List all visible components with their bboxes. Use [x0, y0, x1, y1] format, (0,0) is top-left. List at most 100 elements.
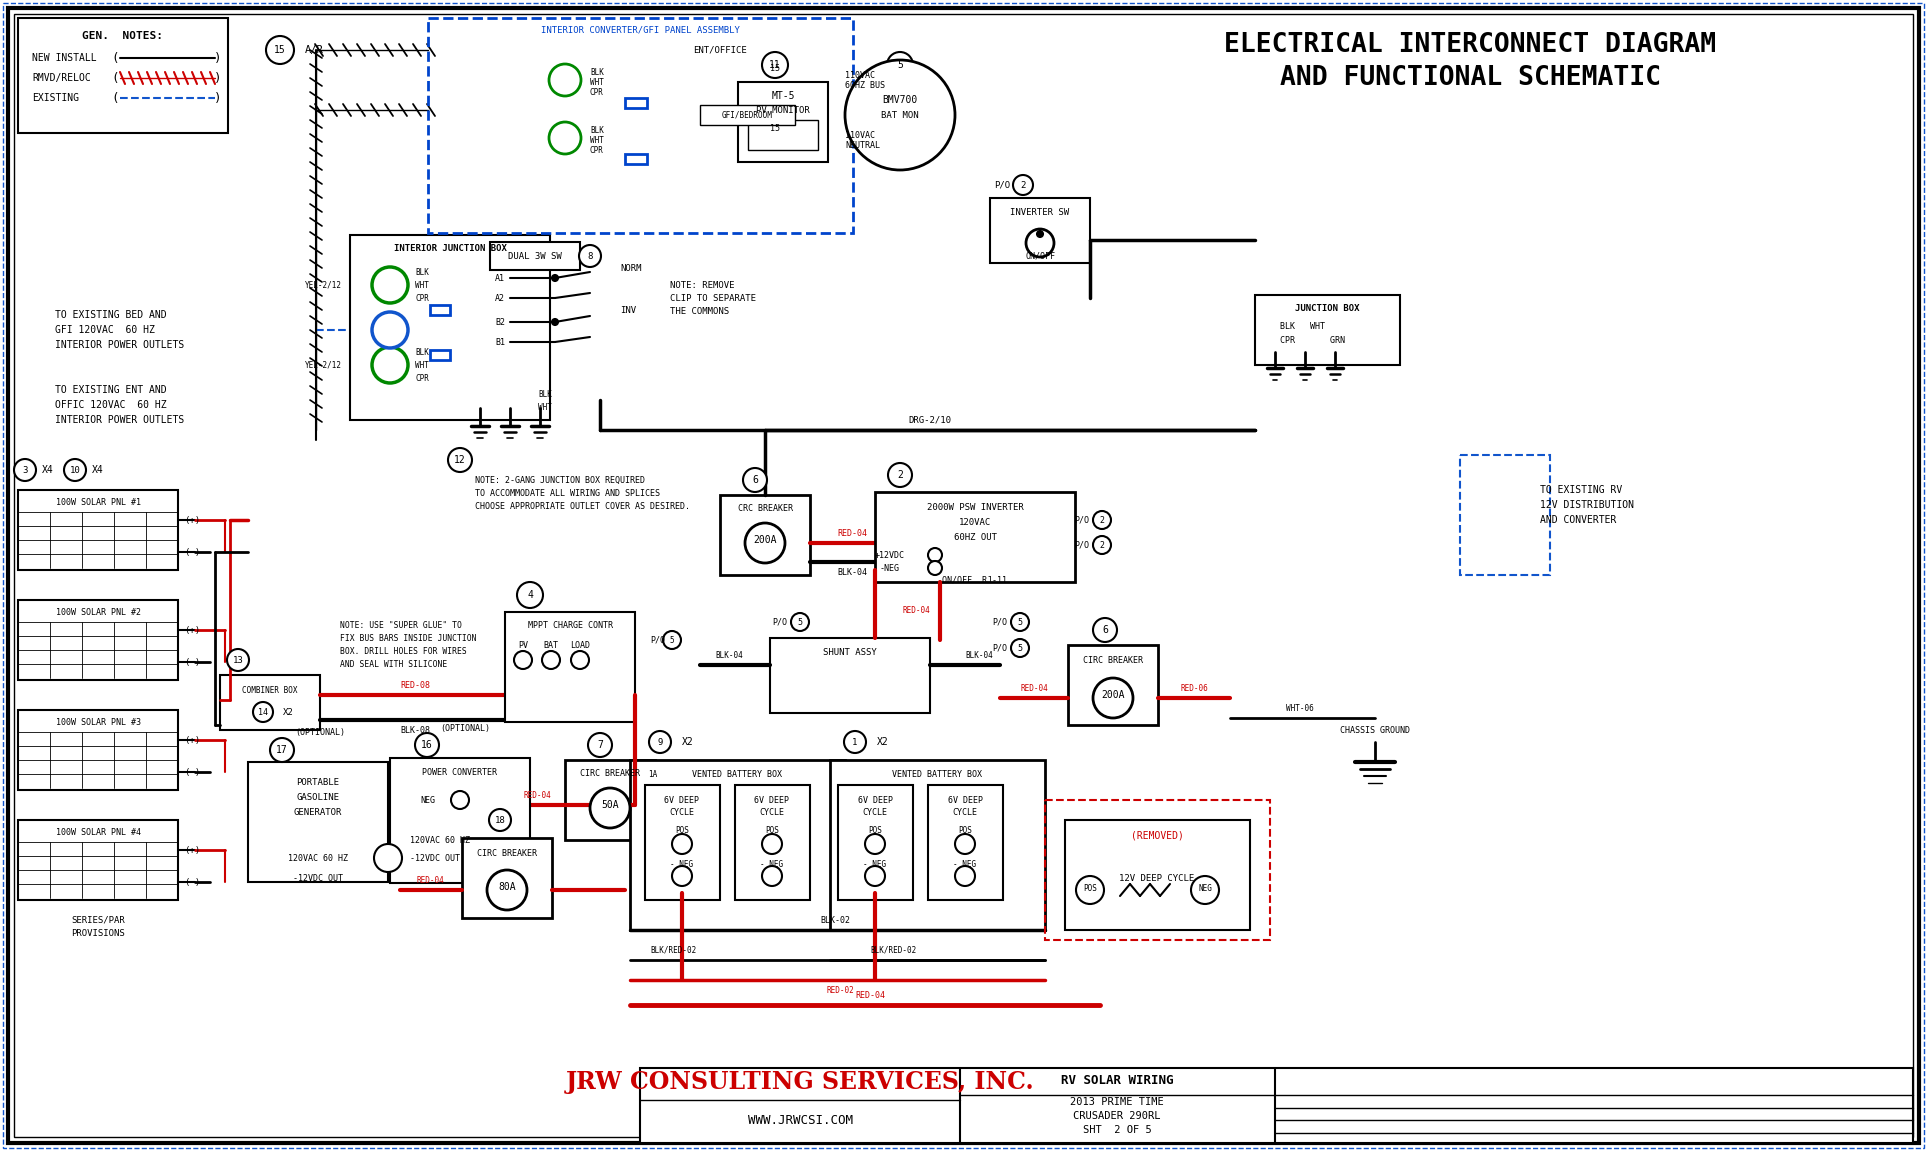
Text: 18: 18	[495, 816, 505, 824]
Circle shape	[590, 788, 630, 828]
Text: 5: 5	[798, 617, 802, 626]
Text: 80A: 80A	[499, 882, 516, 892]
Text: - NEG: - NEG	[671, 860, 694, 869]
Circle shape	[886, 52, 913, 78]
Text: -12VDC OUT: -12VDC OUT	[293, 874, 343, 883]
Text: (+): (+)	[183, 516, 200, 525]
Text: CYCLE: CYCLE	[952, 808, 977, 816]
Bar	[428, 18, 854, 233]
Text: (-): (-)	[183, 657, 200, 666]
Text: P/O: P/O	[994, 181, 1010, 190]
Text: VENTED BATTERY BOX: VENTED BATTERY BOX	[892, 770, 983, 778]
Text: BLK-04: BLK-04	[715, 650, 742, 660]
Circle shape	[372, 267, 409, 303]
Text: 15: 15	[274, 45, 285, 55]
Text: P/O: P/O	[649, 635, 665, 645]
Text: CPR       GRN: CPR GRN	[1280, 335, 1345, 344]
Text: GENERATOR: GENERATOR	[293, 808, 343, 816]
Text: NOTE: USE "SUPER GLUE" TO: NOTE: USE "SUPER GLUE" TO	[339, 620, 462, 630]
Text: (-): (-)	[183, 877, 200, 886]
Text: 12V DEEP CYCLE: 12V DEEP CYCLE	[1120, 874, 1195, 883]
Circle shape	[13, 459, 37, 481]
Circle shape	[270, 738, 295, 762]
Bar	[875, 491, 1075, 582]
Text: 120VAC: 120VAC	[960, 518, 990, 526]
Text: (-): (-)	[183, 548, 200, 556]
Text: NEW INSTALL: NEW INSTALL	[33, 53, 96, 63]
Bar	[1254, 295, 1401, 365]
Text: 14: 14	[258, 708, 268, 717]
Text: NEG: NEG	[420, 795, 436, 805]
Text: BLK-08: BLK-08	[401, 725, 430, 734]
Text: ENT/OFFICE: ENT/OFFICE	[694, 46, 748, 54]
Text: INV: INV	[620, 305, 636, 314]
Text: PV MONITOR: PV MONITOR	[755, 106, 809, 114]
Text: - NEG: - NEG	[954, 860, 977, 869]
Text: PV: PV	[518, 640, 528, 649]
Text: TO EXISTING RV: TO EXISTING RV	[1540, 485, 1623, 495]
Text: 5: 5	[898, 60, 904, 70]
Circle shape	[1093, 678, 1133, 718]
Circle shape	[541, 651, 561, 669]
Bar	[17, 820, 177, 900]
Bar	[462, 838, 551, 918]
Text: 2: 2	[898, 470, 904, 480]
Text: 5: 5	[1017, 643, 1023, 653]
Text: 60HZ OUT: 60HZ OUT	[954, 533, 996, 541]
Circle shape	[1014, 175, 1033, 195]
Text: POWER CONVERTER: POWER CONVERTER	[422, 768, 497, 777]
Bar	[17, 600, 177, 680]
Text: P/O: P/O	[992, 617, 1008, 626]
Circle shape	[451, 791, 468, 809]
Text: NORM: NORM	[620, 264, 642, 273]
Text: GFI/BEDROOM: GFI/BEDROOM	[721, 110, 773, 120]
Text: FIX BUS BARS INSIDE JUNCTION: FIX BUS BARS INSIDE JUNCTION	[339, 633, 476, 642]
Text: P/O: P/O	[1075, 541, 1089, 549]
Text: RED-04: RED-04	[1019, 684, 1048, 693]
Text: VENTED BATTERY BOX: VENTED BATTERY BOX	[692, 770, 782, 778]
Bar	[430, 350, 451, 360]
Text: +12VDC: +12VDC	[875, 550, 906, 559]
Text: CHASSIS GROUND: CHASSIS GROUND	[1339, 725, 1411, 734]
Text: CPR: CPR	[590, 87, 603, 97]
Text: 120VAC 60 HZ: 120VAC 60 HZ	[410, 836, 470, 845]
Text: INTERIOR POWER OUTLETS: INTERIOR POWER OUTLETS	[56, 416, 185, 425]
Text: INTERIOR CONVERTER/GFI PANEL ASSEMBLY: INTERIOR CONVERTER/GFI PANEL ASSEMBLY	[541, 25, 740, 35]
Text: WWW.JRWCSI.COM: WWW.JRWCSI.COM	[748, 1113, 852, 1127]
Circle shape	[1191, 876, 1220, 904]
Text: BAT: BAT	[543, 640, 559, 649]
Circle shape	[673, 866, 692, 886]
Circle shape	[515, 651, 532, 669]
Circle shape	[227, 649, 249, 671]
Text: SERIES/PAR: SERIES/PAR	[71, 915, 125, 924]
Text: WHT: WHT	[538, 403, 551, 412]
Text: RED-04: RED-04	[902, 605, 931, 615]
Circle shape	[929, 548, 942, 562]
Text: CYCLE: CYCLE	[759, 808, 784, 816]
Text: CPR: CPR	[414, 294, 430, 303]
Bar	[1044, 800, 1270, 940]
Text: RV SOLAR WIRING: RV SOLAR WIRING	[1060, 1074, 1174, 1087]
Text: 8: 8	[588, 252, 594, 260]
Circle shape	[549, 64, 582, 96]
Text: SHT  2 OF 5: SHT 2 OF 5	[1083, 1125, 1150, 1135]
Text: RED-04: RED-04	[836, 528, 867, 538]
Text: MPPT CHARGE CONTR: MPPT CHARGE CONTR	[528, 620, 613, 630]
Circle shape	[1025, 229, 1054, 257]
Bar	[738, 82, 829, 162]
Circle shape	[865, 834, 884, 854]
Text: NEUTRAL: NEUTRAL	[846, 140, 881, 150]
Text: AND FUNCTIONAL SCHEMATIC: AND FUNCTIONAL SCHEMATIC	[1280, 64, 1661, 91]
Text: CIRC BREAKER: CIRC BREAKER	[478, 848, 538, 857]
Bar	[990, 198, 1091, 262]
Circle shape	[1037, 231, 1043, 237]
Bar	[748, 120, 817, 150]
Circle shape	[888, 463, 911, 487]
Text: A1: A1	[495, 274, 505, 282]
Text: -12VDC OUT: -12VDC OUT	[410, 854, 461, 862]
Text: 2000W PSW INVERTER: 2000W PSW INVERTER	[927, 503, 1023, 511]
Circle shape	[649, 731, 671, 753]
Text: RED-08: RED-08	[401, 680, 430, 689]
Text: RED-02: RED-02	[827, 985, 854, 994]
Bar	[249, 762, 387, 882]
